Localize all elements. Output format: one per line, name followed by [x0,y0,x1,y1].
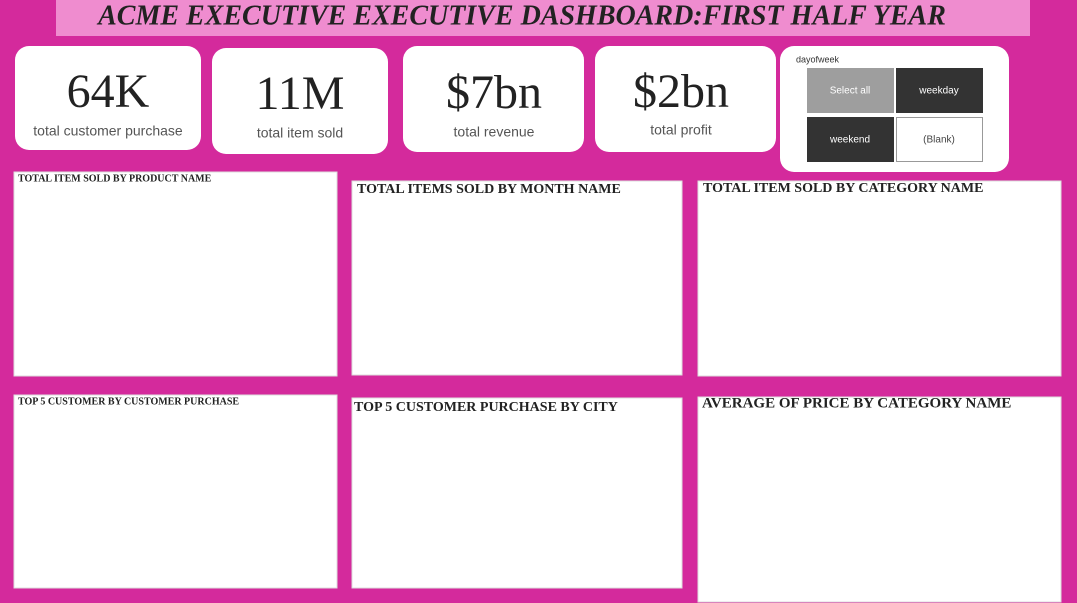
panel [697,180,1062,377]
chart-title: AVERAGE OF PRICE BY CATEGORY NAME [702,395,1011,411]
card [212,48,388,154]
card [595,46,776,152]
chart-title: TOTAL ITEM SOLD BY PRODUCT NAME [18,173,212,184]
card-label: total profit [650,122,712,138]
card-label: total customer purchase [33,123,183,139]
card-value: 11M [256,67,345,120]
slicer-button[interactable] [896,68,983,113]
card [403,46,584,152]
card-label: total item sold [257,125,343,141]
slicer-title: dayofweek [796,54,840,64]
panel [13,394,338,589]
card [15,46,201,150]
slicer-button[interactable] [807,68,894,113]
slicer-option[interactable]: Select all [830,86,871,97]
slicer-option[interactable]: weekend [829,135,870,146]
slicer-option[interactable]: (Blank) [923,135,955,146]
title-banner [56,0,1030,36]
chart-title: TOTAL ITEM SOLD BY CATEGORY NAME [703,181,983,196]
panel [351,180,683,376]
slicer-button[interactable] [896,117,983,162]
chart-title: TOP 5 CUSTOMER BY CUSTOMER PURCHASE [18,396,239,407]
chart-title: TOP 5 CUSTOMER PURCHASE BY CITY [354,400,618,415]
panel [13,171,338,377]
panel [351,397,683,589]
slicer-button[interactable] [807,117,894,162]
panel [697,396,1062,603]
card-value: $2bn [633,65,729,118]
dashboard-title: ACME EXECUTIVE EXECUTIVE DASHBOARD:FIRST… [96,0,946,31]
card-label: total revenue [454,124,535,140]
slicer-option[interactable]: weekday [918,86,958,97]
card-value: $7bn [446,66,542,119]
chart-title: TOTAL ITEMS SOLD BY MONTH NAME [357,182,621,197]
card-value: 64K [67,65,150,118]
